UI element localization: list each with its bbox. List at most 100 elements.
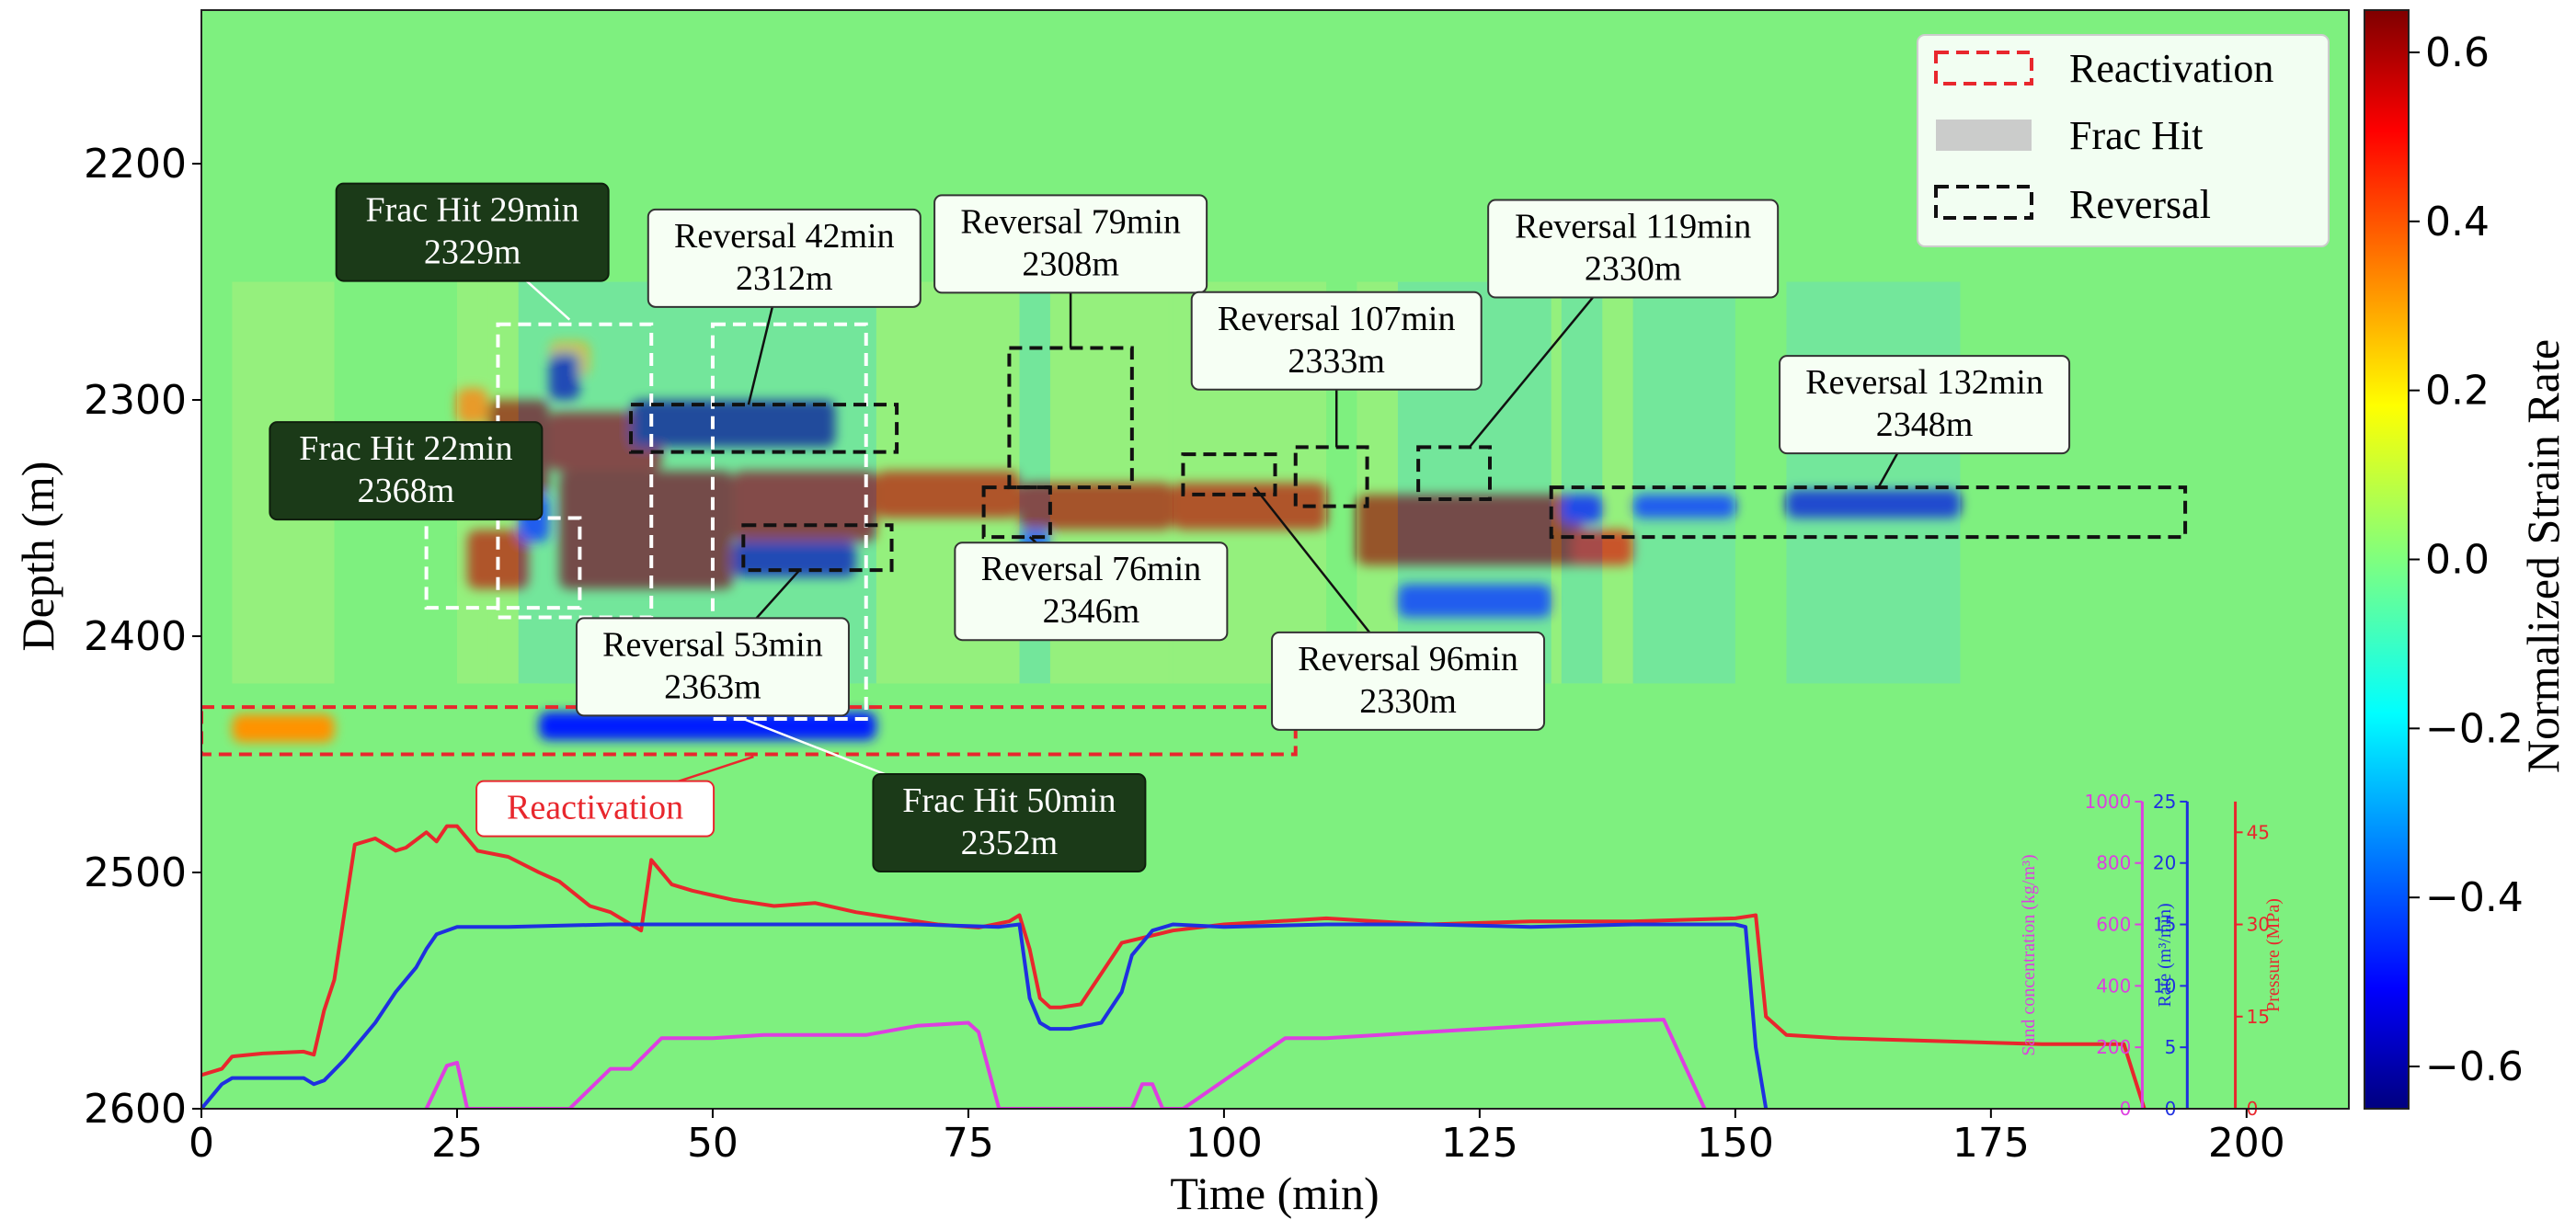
y-tick-label: 2300 [84,377,187,424]
reactivation-label-text: Reactivation [507,789,683,827]
colorbar-tick-label: −0.4 [2425,874,2524,921]
heatmap-cell [1786,489,1961,519]
heatmap-streak [1561,281,1603,684]
reversal-label-box [1190,291,1483,391]
reactivation-label: Reactivation [475,780,716,838]
reversal-label-text: Reversal 79min [960,202,1181,241]
x-tick-label: 75 [943,1120,994,1167]
reversal-label-text: Reversal 107min [1218,300,1456,338]
frac_hit-label-text: 2368m [358,472,455,510]
reversal-label-text: 2348m [1876,405,1974,444]
reversal-box [629,403,899,454]
reversal-label-text: Reversal 96min [1298,640,1518,678]
reversal-label: Reversal 79min 2308m [933,194,1208,294]
x-axis: 0 25 50 75 100 125 150 175 200 [189,1109,2285,1167]
reversal-label: Reversal 119min 2330m [1487,199,1780,299]
x-tick-label: 50 [687,1120,738,1167]
x-tick-label: 100 [1185,1120,1263,1167]
colorbar-label: Normalized Strain Rate [2517,339,2569,773]
reversal-box [1181,452,1277,496]
x-tick-label: 125 [1441,1120,1518,1167]
legend-swatch-frac-hit [1936,120,2032,151]
reversal-label-text: 2363m [664,667,761,706]
y-axis: 2200 2300 2400 2500 2600 [84,141,201,1133]
axis-tick-label-rate: 10 [2153,975,2176,997]
colorbar-tick-label: 0.4 [2425,199,2490,245]
axis-tick-label-rate: 20 [2153,852,2176,874]
heatmap-cell [232,713,335,743]
legend: Reactivation Frac Hit Reversal [1917,34,2330,247]
axis-tick-label-sand: 600 [2096,914,2131,936]
reversal-label-box [1487,199,1780,299]
axis-label-rate: Rate (m³/min) [2155,903,2175,1007]
x-tick-label: 0 [189,1120,214,1167]
heatmap-cell [733,541,856,577]
frac_hit-label-text: Frac Hit 22min [299,429,512,468]
reversal-box [1293,445,1369,508]
heatmap-streak [1786,281,1961,684]
frac_hit-label-text: Frac Hit 50min [902,781,1116,820]
heatmap-cells [232,340,1961,743]
heatmap-streak [1571,281,1633,684]
y-axis-label: Depth (m) [12,462,63,652]
curve-pressure [201,824,2147,1109]
axis-tick-label-rate: 25 [2153,791,2176,813]
reversal-label: Reversal 107min 2333m [1190,291,1483,391]
plot-frame [200,9,2350,1110]
axis-tick-label-pressure: 15 [2247,1006,2270,1028]
axis-tick-label-pressure: 45 [2247,821,2270,843]
reversal-label-text: 2308m [1022,245,1119,283]
frac_hit-label-box [335,182,610,282]
reversal-label-text: 2330m [1585,250,1682,289]
frac_hit-label-text: Frac Hit 29min [366,191,579,230]
frac_hit-label: Frac Hit 50min 2352m [872,773,1147,873]
x-axis-label: Time (min) [1170,1168,1379,1219]
reversal-label-text: Reversal 132min [1805,363,2044,402]
reversal-label-text: 2333m [1288,342,1385,381]
y-tick-label: 2200 [84,141,187,188]
reversal-label-box [1271,631,1546,731]
reversal-label-text: 2346m [1043,592,1140,631]
colorbar-tick-label: 0.0 [2425,537,2490,584]
heatmap-cell [1632,494,1735,519]
reversal-box [981,485,1052,540]
legend-label-reactivation: Reactivation [2069,46,2273,91]
colorbar-ticks: −0.6 −0.4 −0.2 0.0 0.2 0.4 0.6 [2409,29,2524,1090]
reversal-label: Reversal 96min 2330m [1271,631,1546,731]
heatmap-cell [1561,494,1603,523]
heatmap-cell [538,712,876,741]
x-tick-label: 150 [1697,1120,1774,1167]
x-tick-label: 25 [431,1120,483,1167]
heatmap-streak [733,281,856,684]
reversal-label-text: Reversal 53min [602,625,823,664]
axis-tick-label-pressure: 30 [2247,914,2270,936]
reversal-label-text: 2312m [736,259,833,298]
frac_hit-label-text: 2329m [424,234,521,272]
y-tick-label: 2600 [84,1086,187,1133]
reversal-label-box [647,208,922,308]
heatmap-cell [1357,494,1583,565]
heatmap-streak [538,281,876,684]
heatmap-streak [1632,281,1735,684]
axis-tick-label-sand: 800 [2096,852,2131,874]
colorbar-tick-label: 0.2 [2425,368,2490,415]
colorbar-tick-label: −0.2 [2425,705,2524,752]
frac_hit-label: Frac Hit 22min 2368m [269,421,544,521]
treatment-curves [201,824,2147,1109]
reversal-label-box [933,194,1208,294]
heatmap-cell [559,471,734,589]
reversal-box [1549,485,2188,540]
reversal-label-box [954,541,1229,642]
curve-rate [201,922,1769,1109]
heatmap-cell [1397,584,1551,618]
colorbar-gradient [2364,9,2410,1110]
frac_hit-box [710,322,868,721]
frac_hit-label: Frac Hit 29min 2329m [335,182,610,282]
frac_hit-label-box [269,421,544,521]
heatmap-cell [1019,482,1174,530]
